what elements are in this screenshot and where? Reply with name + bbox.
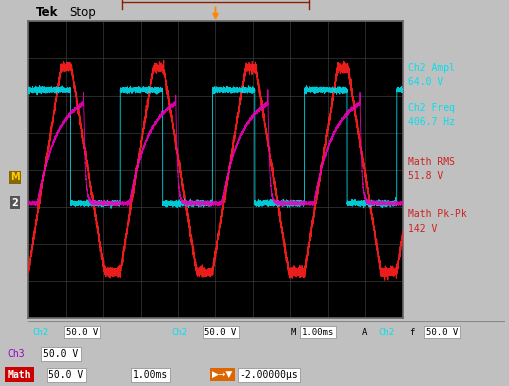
Text: Math Pk-Pk: Math Pk-Pk — [407, 209, 466, 219]
Text: 50.0 V: 50.0 V — [48, 370, 83, 380]
Text: 50.0 V: 50.0 V — [426, 328, 458, 337]
Text: Ch2: Ch2 — [171, 328, 187, 337]
Text: 50.0 V: 50.0 V — [204, 328, 236, 337]
Text: A: A — [361, 328, 366, 337]
Text: 406.7 Hz: 406.7 Hz — [407, 117, 454, 127]
Text: Math RMS: Math RMS — [407, 157, 454, 167]
Text: Ch2: Ch2 — [378, 328, 394, 337]
Text: M: M — [290, 328, 295, 337]
Text: Tek: Tek — [36, 7, 58, 19]
Text: Stop: Stop — [69, 7, 96, 19]
Text: M: M — [10, 172, 20, 182]
Text: Ch2 Ampl: Ch2 Ampl — [407, 63, 454, 73]
Text: 142 V: 142 V — [407, 223, 437, 234]
Text: 1.00ms: 1.00ms — [302, 328, 334, 337]
Text: Ch3: Ch3 — [8, 349, 25, 359]
Text: Ch2: Ch2 — [33, 328, 49, 337]
Text: 2: 2 — [12, 198, 18, 208]
Text: Ch2 Freq: Ch2 Freq — [407, 103, 454, 113]
Text: 50.0 V: 50.0 V — [66, 328, 98, 337]
Text: 1.00ms: 1.00ms — [132, 370, 167, 380]
Text: 64.0 V: 64.0 V — [407, 77, 442, 87]
Text: -2.00000μs: -2.00000μs — [239, 370, 298, 380]
Text: ▶→▼: ▶→▼ — [211, 370, 233, 379]
Text: 51.8 V: 51.8 V — [407, 171, 442, 181]
Text: 50.0 V: 50.0 V — [43, 349, 78, 359]
Text: Math: Math — [8, 370, 31, 380]
Text: f: f — [409, 328, 414, 337]
